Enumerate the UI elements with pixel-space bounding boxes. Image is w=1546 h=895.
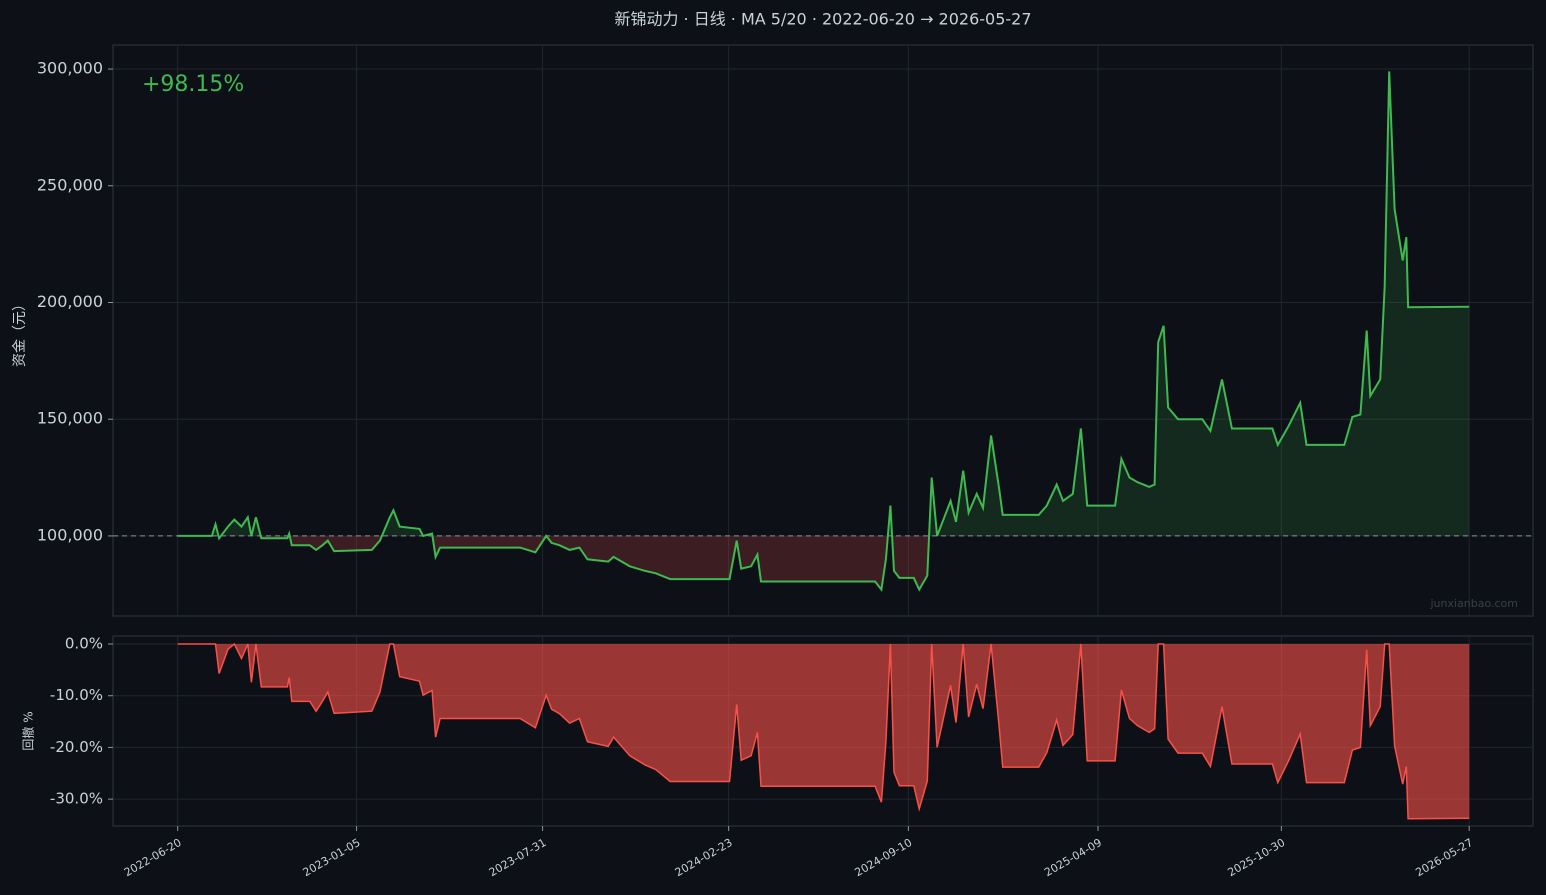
return-annotation: +98.15% [142, 72, 244, 97]
y-tick-label: 150,000 [37, 409, 103, 428]
plot-area [112, 635, 1534, 827]
y-tick-label: -10.0% [50, 686, 103, 704]
y-tick-label: 0.0% [65, 635, 103, 653]
watermark: junxianbao.com [1429, 597, 1518, 610]
drawdown-fill [177, 644, 1470, 819]
y-tick-label: -20.0% [50, 738, 103, 756]
y-tick-label: 200,000 [37, 292, 103, 311]
chart-title: 新锦动力 · 日线 · MA 5/20 · 2022-06-20 → 2026-… [614, 10, 1031, 29]
loss-fill [218, 535, 930, 590]
y-axis-label: 回撤 % [21, 711, 36, 750]
drawdown-line [177, 642, 1470, 820]
y-tick-label: -30.0% [50, 790, 103, 808]
y-tick-label: 250,000 [37, 175, 103, 194]
plot-area [112, 44, 1534, 617]
y-axis-label: 资金（元） [12, 297, 28, 367]
gain-fill [177, 71, 1470, 536]
y-tick-label: 100,000 [37, 525, 103, 544]
y-tick-label: 300,000 [37, 59, 103, 78]
equity-line [177, 71, 1470, 593]
